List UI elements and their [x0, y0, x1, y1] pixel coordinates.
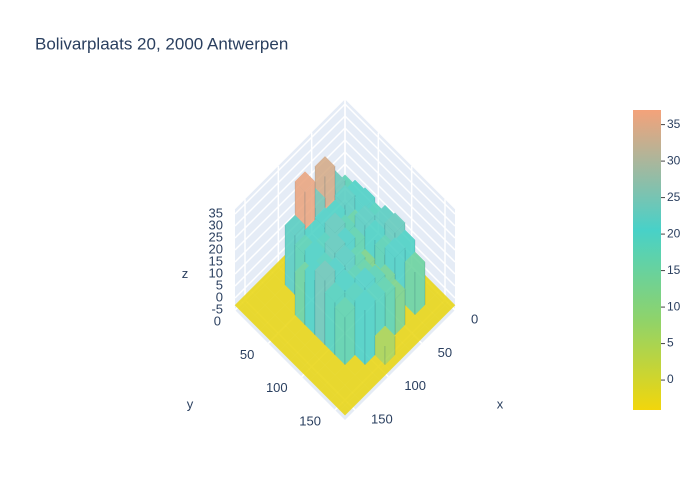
surface-cell [384, 212, 406, 234]
grid-line [234, 127, 346, 239]
z-tick-label: 10 [209, 265, 223, 280]
surface [234, 156, 456, 416]
surface-cell [324, 232, 346, 254]
y-axis-title: y [187, 396, 194, 411]
z-tick-label: 0 [216, 289, 223, 304]
colorbar-tick-label: 15 [667, 263, 681, 277]
surface-cell [354, 267, 376, 288]
colorbar-tick-label: 25 [667, 190, 681, 204]
surface-cell [294, 171, 316, 192]
grid-line [344, 103, 456, 215]
x-tick-label: 150 [371, 411, 393, 426]
cell-side [354, 299, 366, 366]
back-wall-y [235, 99, 345, 310]
surface-cell [324, 282, 346, 303]
x-tick-label: 100 [404, 378, 426, 393]
colorbar-tick-label: 0 [667, 372, 674, 386]
colorbar-tick-label: 10 [667, 299, 681, 313]
colorbar-tick-label: 20 [667, 226, 681, 240]
z-tick-label: 5 [216, 277, 223, 292]
cell-side [364, 299, 376, 366]
z-axis-title: z [182, 266, 189, 281]
z-tick-label: 25 [209, 229, 223, 244]
grid-line [344, 151, 456, 263]
colorbar-tick-label: 35 [667, 117, 681, 131]
surface-cell [339, 404, 351, 416]
surface-cell [354, 289, 376, 311]
surface-cell [314, 260, 336, 281]
surface-cell [364, 219, 386, 241]
grid-line [344, 139, 456, 251]
colorbar-tick-label: 30 [667, 153, 681, 167]
back-wall-x [345, 99, 455, 310]
x-axis-title: x [497, 396, 504, 411]
grid-line [234, 115, 346, 227]
cell-side [314, 269, 326, 346]
cell-side [284, 224, 296, 296]
colorbar [633, 110, 661, 410]
z-tick-label: 30 [209, 217, 223, 232]
surface-cell [314, 156, 336, 177]
surface-cell [354, 204, 376, 226]
y-tick-label: 100 [266, 380, 288, 395]
z-tick-label: -5 [211, 301, 223, 316]
surface-cell [284, 214, 306, 236]
grid-line [344, 115, 456, 227]
y-tick-label: 150 [299, 413, 321, 428]
surface-cell [334, 296, 356, 318]
surface-cell [404, 251, 426, 273]
surface-cell [334, 244, 356, 266]
colorbar-tick-label: 5 [667, 336, 674, 350]
surface-cell [334, 184, 356, 206]
y-tick-label: 0 [214, 313, 221, 328]
surface-cell [334, 269, 356, 291]
z-tick-label: 20 [209, 241, 223, 256]
cell-side [324, 291, 336, 356]
x-tick-label: 50 [438, 345, 452, 360]
z-tick-label: 15 [209, 253, 223, 268]
z-tick-label: 35 [209, 205, 223, 220]
cell-side [304, 269, 316, 336]
y-tick-label: 50 [240, 347, 254, 362]
grid-line [344, 127, 456, 239]
surface-cell [384, 237, 406, 258]
surface-cell [374, 325, 396, 347]
x-tick-label: 0 [471, 311, 478, 326]
chart-title: Bolivarplaats 20, 2000 Antwerpen [35, 34, 288, 53]
grid-line [234, 103, 346, 215]
